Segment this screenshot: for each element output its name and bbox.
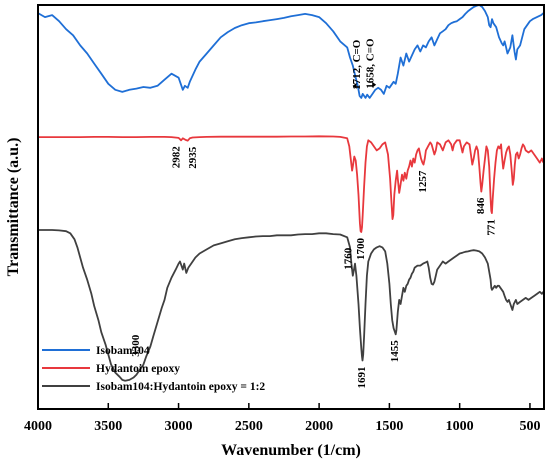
series-line-hydantoin-epoxy (38, 135, 545, 233)
peak-label: 1691 (356, 367, 368, 389)
x-tick-label: 3500 (94, 419, 122, 434)
x-tick-label: 1000 (446, 419, 474, 434)
arrow-icon (352, 82, 357, 89)
x-tick-label: 2000 (305, 419, 333, 434)
legend: Isobam104 Hydantoin epoxy Isobam104:Hydant… (42, 345, 265, 393)
x-tick-label: 4000 (24, 419, 52, 434)
peak-label: 1257 (417, 170, 429, 193)
peak-label: 771 (485, 219, 497, 236)
peak-label: 1455 (389, 340, 401, 363)
peak-label: 1712, C=O (351, 39, 363, 90)
arrow-icon (372, 81, 377, 88)
x-tick-label: 2500 (235, 419, 263, 434)
x-axis-title: Wavenumber (1/cm) (221, 442, 361, 459)
series-layer (37, 4, 545, 382)
y-axis-title: Transmittance (a.u.) (5, 138, 22, 277)
x-tick-label: 1500 (375, 419, 403, 434)
series-line-isobam104-hydantoin-epoxy-1-2 (38, 229, 545, 382)
plot-frame (37, 4, 545, 410)
peak-label: 2982 (171, 146, 183, 169)
legend-label-isobam104-hydantoin-epoxy-1-2: Isobam104:Hydantoin epoxy = 1:2 (96, 381, 265, 393)
peak-label: 846 (475, 197, 487, 214)
legend-label-isobam104: Isobam104 (96, 345, 150, 357)
legend-label-hydantoin-epoxy: Hydantoin epoxy (96, 363, 180, 375)
peak-label: 1700 (355, 238, 367, 261)
annotation-layer: 1712, C=O 1658, C=O 2982 2935 1700 1257 846 771… (130, 38, 498, 389)
peak-label: 1760 (342, 247, 354, 270)
peak-label: 1658, C=O (365, 38, 377, 89)
x-axis-ticks: 4000 3500 3000 2500 2000 1500 1000 500 (24, 403, 540, 434)
x-tick-label: 3000 (165, 419, 193, 434)
peak-label: 3300 (130, 334, 142, 357)
x-tick-label: 500 (519, 419, 540, 434)
series-line-isobam104 (37, 4, 544, 99)
peak-label: 2935 (187, 146, 199, 169)
